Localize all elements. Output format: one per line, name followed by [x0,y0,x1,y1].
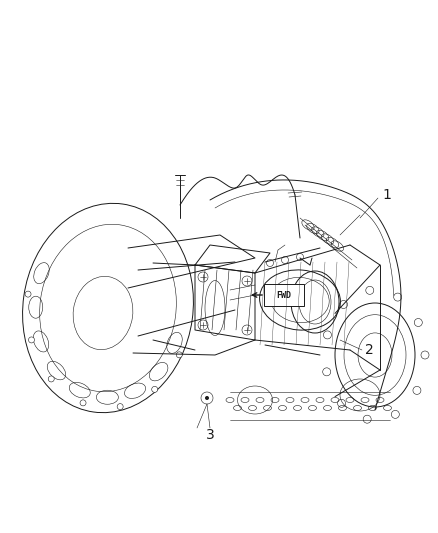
Circle shape [201,392,213,404]
Text: FWD: FWD [276,290,292,300]
Circle shape [25,291,31,297]
FancyBboxPatch shape [264,284,304,306]
Text: 1: 1 [382,188,391,202]
Circle shape [177,352,182,358]
Text: 3: 3 [205,428,214,442]
Circle shape [152,386,158,392]
Text: 2: 2 [365,343,374,357]
Circle shape [117,403,123,410]
Circle shape [80,400,86,406]
Circle shape [48,376,54,382]
Circle shape [28,337,35,343]
Circle shape [205,396,209,400]
